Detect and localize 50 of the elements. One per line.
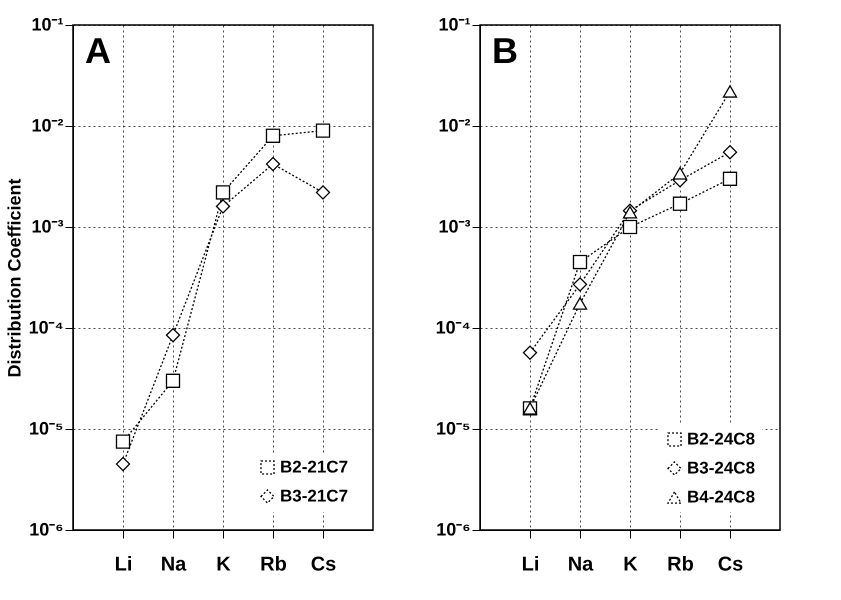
y-tick-label: 10⁻¹ [31,14,64,34]
x-tick-label: Li [114,554,132,576]
x-tick-label: Cs [310,554,336,576]
point [316,123,330,138]
point [166,328,180,342]
point [166,374,180,388]
y-tick-label: 10⁻⁶ [436,520,470,540]
x-tick-label: Rb [260,554,287,576]
point [522,345,538,360]
point [672,167,688,180]
point [116,434,130,449]
point [572,277,588,292]
point [722,145,738,160]
point [216,185,230,200]
point [216,199,230,214]
legend-label: B2-24C8 [687,430,756,448]
point [572,254,588,270]
x-tick-label: Li [522,554,540,576]
point [722,85,738,98]
legend-label: B3-24C8 [687,458,756,478]
point [622,220,638,234]
point [316,185,330,200]
point [116,456,130,472]
y-tick-label: 10⁻³ [31,216,64,236]
y-tick-label: 10⁻³ [438,216,471,236]
y-tick-label: 10⁻⁵ [436,418,470,438]
y-tick-label: 10⁻² [31,116,64,136]
y-tick-label: 10⁻⁴ [436,318,470,338]
point [672,196,688,211]
x-tick-label: Rb [667,554,694,576]
point [266,156,280,172]
x-tick-label: Na [568,554,594,576]
point [722,172,738,186]
x-tick-label: K [216,554,232,576]
y-tick-label: 10⁻⁵ [29,418,64,438]
chart-title: B [492,30,518,71]
legend-label: B3-21C7 [280,486,348,506]
legend-label: B2-21C7 [280,458,348,476]
legend-label: B4-24C8 [687,488,756,506]
y-tick-label: 10⁻⁴ [28,318,64,338]
point [266,128,280,143]
point [572,297,588,310]
y-tick-label: 10⁻² [438,116,471,136]
chart-title: A [85,30,111,71]
y-axis-title: Distribution Coefficient [4,178,25,378]
x-tick-label: K [623,554,638,576]
y-tick-label: 10⁻⁶ [29,520,64,540]
y-tick-label: 10⁻¹ [438,14,471,34]
x-tick-label: Na [160,554,188,576]
x-tick-label: Cs [718,554,744,576]
